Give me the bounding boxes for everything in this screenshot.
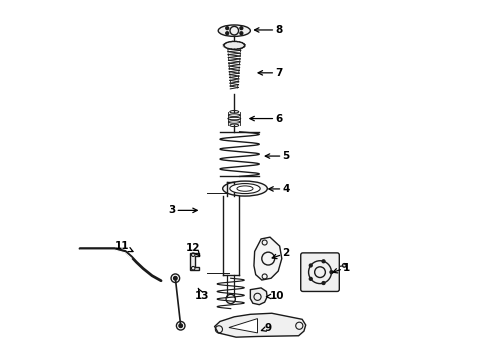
Circle shape xyxy=(322,282,325,284)
Circle shape xyxy=(179,324,182,328)
Polygon shape xyxy=(250,288,267,305)
Circle shape xyxy=(226,32,229,35)
Text: 7: 7 xyxy=(258,68,283,78)
Text: 13: 13 xyxy=(195,288,209,301)
Circle shape xyxy=(322,260,325,263)
Text: 10: 10 xyxy=(267,291,284,301)
Text: 2: 2 xyxy=(272,248,290,258)
Circle shape xyxy=(226,27,229,30)
Text: 8: 8 xyxy=(254,25,283,35)
Polygon shape xyxy=(215,313,306,337)
Circle shape xyxy=(330,271,333,274)
Text: 5: 5 xyxy=(265,151,290,161)
Ellipse shape xyxy=(222,181,268,196)
Text: 1: 1 xyxy=(333,262,350,273)
Polygon shape xyxy=(254,237,282,280)
Circle shape xyxy=(240,32,243,35)
Text: 11: 11 xyxy=(115,241,133,252)
Circle shape xyxy=(240,27,243,30)
Ellipse shape xyxy=(230,184,260,194)
Ellipse shape xyxy=(218,25,250,36)
Polygon shape xyxy=(229,319,258,333)
Polygon shape xyxy=(190,252,198,270)
Circle shape xyxy=(343,264,346,267)
Ellipse shape xyxy=(224,41,245,49)
Text: 3: 3 xyxy=(168,205,197,215)
Text: 12: 12 xyxy=(186,243,200,256)
FancyBboxPatch shape xyxy=(301,253,339,292)
Text: 9: 9 xyxy=(261,323,272,333)
Circle shape xyxy=(309,278,312,280)
Circle shape xyxy=(309,264,312,267)
Text: 4: 4 xyxy=(269,184,290,194)
Circle shape xyxy=(173,276,177,280)
Text: 6: 6 xyxy=(250,113,283,123)
